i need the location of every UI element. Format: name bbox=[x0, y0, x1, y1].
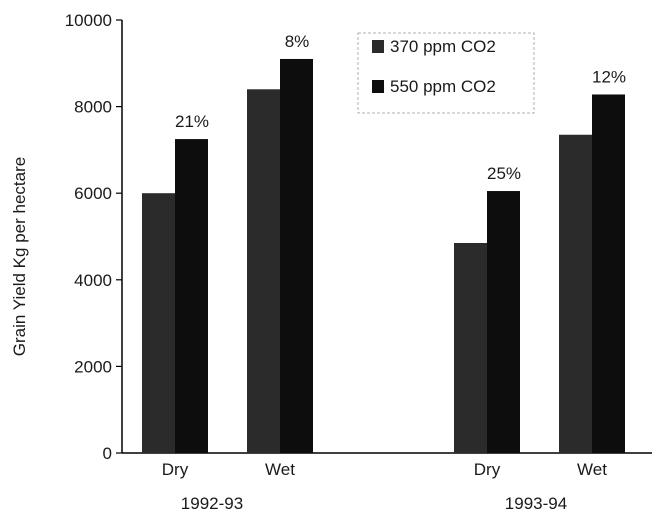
bar-annotation: 8% bbox=[285, 32, 310, 51]
labels: 21% Dry 8% Wet 1992-93 25% Dry 12% Wet 1993-94 bbox=[162, 32, 626, 513]
bar-1993-94-dry-1 bbox=[487, 191, 520, 453]
bar-1992-93-wet-1 bbox=[280, 58, 313, 453]
legend-entry: 550 ppm CO2 bbox=[390, 77, 496, 96]
bar-1992-93-dry-0 bbox=[142, 193, 175, 453]
legend: 370 ppm CO2 550 ppm CO2 bbox=[357, 32, 535, 114]
y-tick-label: 4000 bbox=[74, 271, 112, 290]
legend-swatch bbox=[372, 40, 384, 53]
bar-annotation: 25% bbox=[487, 164, 521, 183]
bar-1992-93-wet-0 bbox=[247, 89, 280, 453]
axes: 0 2000 4000 6000 8000 10000 Grain Yield Kg per… bbox=[10, 11, 652, 463]
group-label: 1992-93 bbox=[181, 494, 243, 513]
bar-1993-94-wet-0 bbox=[559, 134, 592, 453]
y-tick-label: 10000 bbox=[65, 11, 112, 30]
bar-annotation: 21% bbox=[175, 112, 209, 131]
x-tick-label: Wet bbox=[265, 460, 295, 479]
y-tick-label: 6000 bbox=[74, 184, 112, 203]
legend-entry: 370 ppm CO2 bbox=[390, 37, 496, 56]
x-tick-label: Dry bbox=[162, 460, 189, 479]
y-tick-label: 2000 bbox=[74, 357, 112, 376]
x-tick-label: Dry bbox=[474, 460, 501, 479]
y-tick-label: 0 bbox=[103, 444, 112, 463]
bar-1992-93-dry-1 bbox=[175, 139, 208, 453]
bar-annotation: 12% bbox=[592, 67, 626, 86]
x-tick-label: Wet bbox=[577, 460, 607, 479]
legend-swatch bbox=[372, 80, 384, 93]
y-axis-label: Grain Yield Kg per hectare bbox=[10, 157, 29, 356]
bar-1993-94-dry-0 bbox=[454, 242, 487, 453]
legend-box bbox=[357, 32, 535, 114]
group-label: 1993-94 bbox=[505, 494, 567, 513]
bar-1993-94-wet-1 bbox=[592, 94, 625, 453]
y-tick-label: 8000 bbox=[74, 98, 112, 117]
bars bbox=[142, 58, 625, 453]
